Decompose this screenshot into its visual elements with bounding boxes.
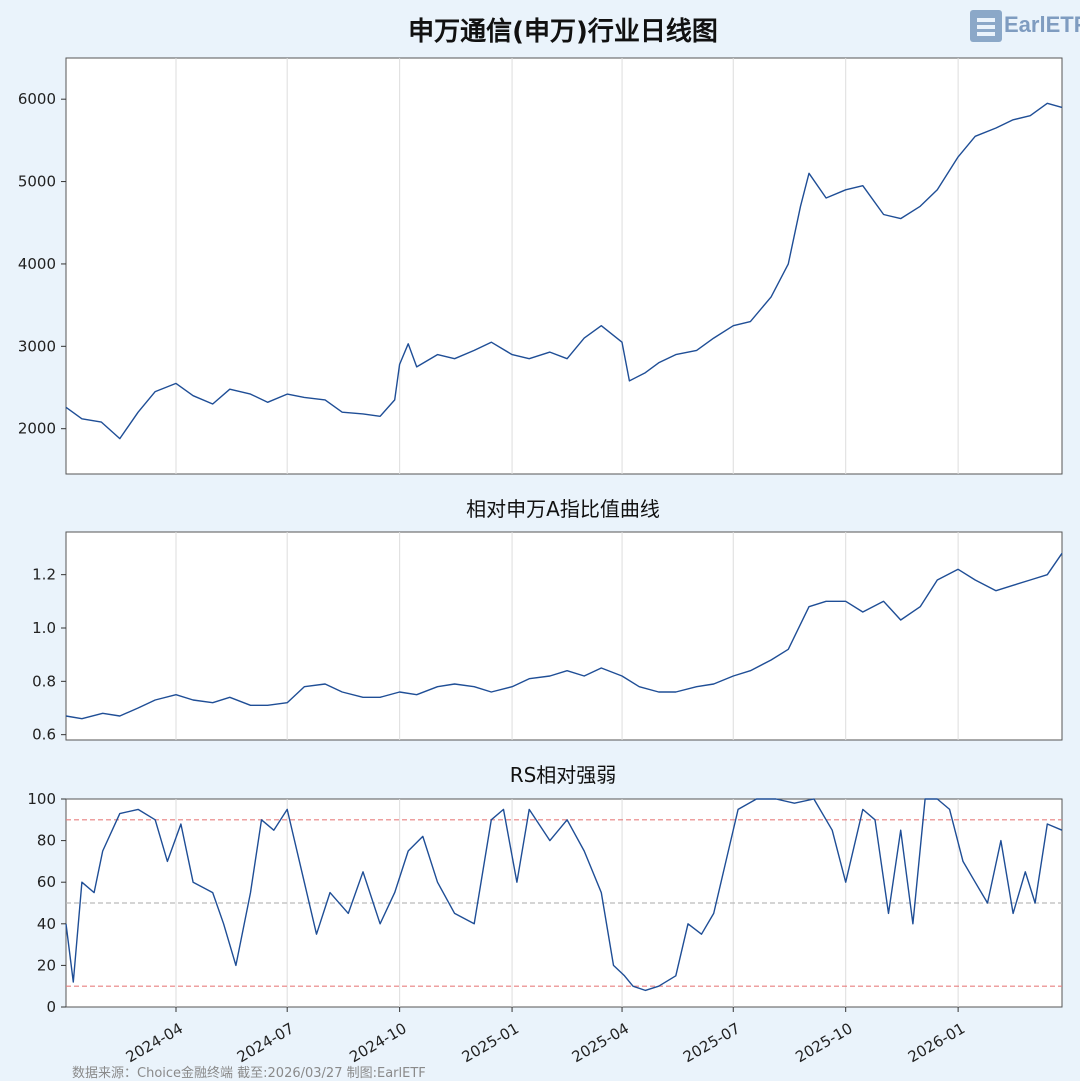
rs-xtick-label-2024-07: 2024-07 — [234, 1019, 297, 1066]
rs-xtick-label-2025-01: 2025-01 — [459, 1019, 522, 1066]
ratio-plot-area — [65, 531, 1063, 741]
rs-ytick-label: 20 — [37, 956, 56, 974]
rs-xtick-label-2025-07: 2025-07 — [680, 1019, 743, 1066]
ratio-panel: 0.6 0.8 1.0 1.2 — [32, 531, 1063, 744]
price-ytick-label: 3000 — [18, 337, 56, 355]
price-ytick-label: 5000 — [18, 173, 56, 191]
rs-ytick-label: 60 — [37, 873, 56, 891]
price-ytick-label: 2000 — [18, 420, 56, 438]
rs-ytick-label: 100 — [27, 790, 56, 808]
earletf-logo: EarlETF — [970, 10, 1080, 44]
price-series-line — [65, 102, 1063, 440]
rs-panel: 0 20 40 60 80 100 2024-04 2024-07 2024-10 2025-01… — [27, 790, 1063, 1066]
chart-title-main: 申万通信(申万)行业日线图 — [408, 16, 718, 47]
logo-mark-icon — [970, 10, 1002, 42]
logo-text: EarlETF — [1004, 12, 1080, 37]
rs-ytick-label: 40 — [37, 915, 56, 933]
ratio-ytick-label: 0.6 — [32, 726, 56, 744]
rs-xtick-label-2024-04: 2024-04 — [123, 1019, 186, 1066]
rs-series-line — [65, 798, 1063, 992]
price-ytick-label: 4000 — [18, 255, 56, 273]
rs-xtick-label-2025-04: 2025-04 — [569, 1019, 632, 1066]
ratio-ytick-label: 0.8 — [32, 672, 56, 690]
source-footer: 数据来源：Choice金融终端 截至:2026/03/27 制图:EarlETF — [72, 1066, 426, 1081]
price-panel: 2000 3000 4000 5000 6000 — [18, 57, 1063, 475]
price-ytick-label: 6000 — [18, 90, 56, 108]
ratio-ytick-label: 1.0 — [32, 619, 56, 637]
rs-xtick-label-2024-10: 2024-10 — [346, 1019, 409, 1066]
rs-ytick-label: 0 — [46, 998, 56, 1016]
chart-title-ratio: 相对申万A指比值曲线 — [466, 497, 660, 521]
rs-xtick-label-2025-10: 2025-10 — [792, 1019, 855, 1066]
rs-xtick-label-2026-01: 2026-01 — [905, 1019, 968, 1066]
price-plot-area — [65, 57, 1063, 475]
chart-title-rs: RS相对强弱 — [510, 763, 617, 787]
ratio-series-line — [65, 552, 1063, 720]
ratio-ytick-label: 1.2 — [32, 566, 56, 584]
rs-ytick-label: 80 — [37, 832, 56, 850]
